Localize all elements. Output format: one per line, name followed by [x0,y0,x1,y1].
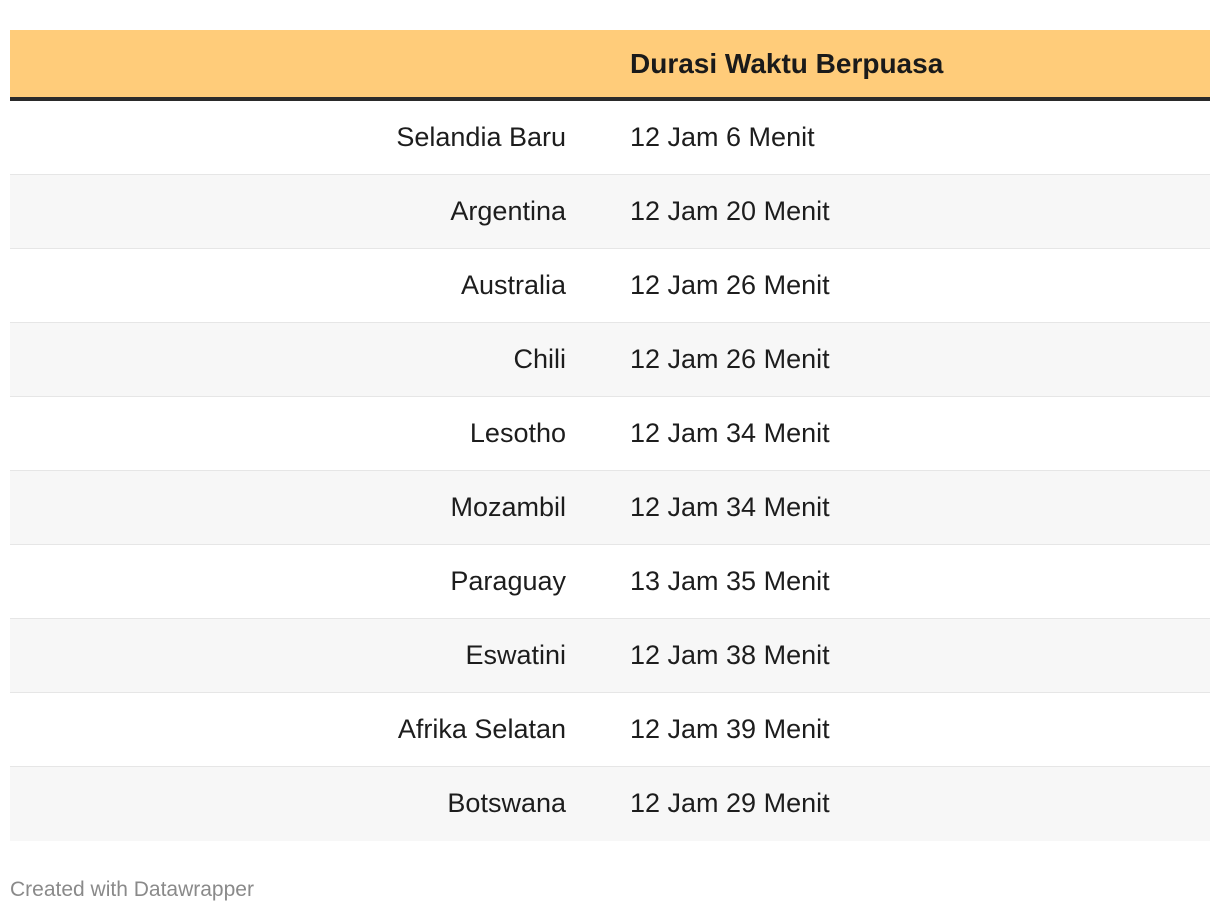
country-cell: Chili [513,344,566,374]
table-row: Afrika Selatan 12 Jam 39 Menit [10,693,1210,767]
datawrapper-credit: Created with Datawrapper [10,878,254,901]
table-row: Lesotho 12 Jam 34 Menit [10,397,1210,471]
duration-cell: 12 Jam 39 Menit [630,714,830,744]
duration-cell: 12 Jam 26 Menit [630,270,830,300]
table-row: Paraguay 13 Jam 35 Menit [10,545,1210,619]
duration-cell: 12 Jam 38 Menit [630,640,830,670]
country-cell: Afrika Selatan [397,714,566,744]
duration-cell: 12 Jam 34 Menit [630,492,830,522]
country-cell: Argentina [450,196,566,226]
duration-cell: 12 Jam 29 Menit [630,788,830,818]
header-duration-column: Durasi Waktu Berpuasa [630,48,944,79]
duration-cell: 12 Jam 26 Menit [630,344,830,374]
header-country-column [10,30,566,97]
data-table: Durasi Waktu Berpuasa Selandia Baru 12 Ja… [10,30,1210,841]
duration-cell: 12 Jam 20 Menit [630,196,830,226]
country-cell: Eswatini [465,640,566,670]
country-cell: Australia [460,270,566,300]
table-row: Australia 12 Jam 26 Menit [10,249,1210,323]
table-row: Eswatini 12 Jam 38 Menit [10,619,1210,693]
table-row: Mozambil 12 Jam 34 Menit [10,471,1210,545]
country-cell: Lesotho [469,418,566,448]
country-cell: Selandia Baru [396,122,566,152]
table-row: Chili 12 Jam 26 Menit [10,323,1210,397]
table-row: Selandia Baru 12 Jam 6 Menit [10,101,1210,175]
duration-cell: 12 Jam 6 Menit [630,122,815,152]
country-cell: Paraguay [450,566,566,596]
table-row: Argentina 12 Jam 20 Menit [10,175,1210,249]
country-cell: Mozambil [450,492,566,522]
table-header-row: Durasi Waktu Berpuasa [10,30,1210,101]
country-cell: Botswana [447,788,566,818]
duration-cell: 13 Jam 35 Menit [630,566,830,596]
table-row: Botswana 12 Jam 29 Menit [10,767,1210,841]
table-body: Selandia Baru 12 Jam 6 Menit Argentina 12 J… [10,101,1210,841]
duration-cell: 12 Jam 34 Menit [630,418,830,448]
